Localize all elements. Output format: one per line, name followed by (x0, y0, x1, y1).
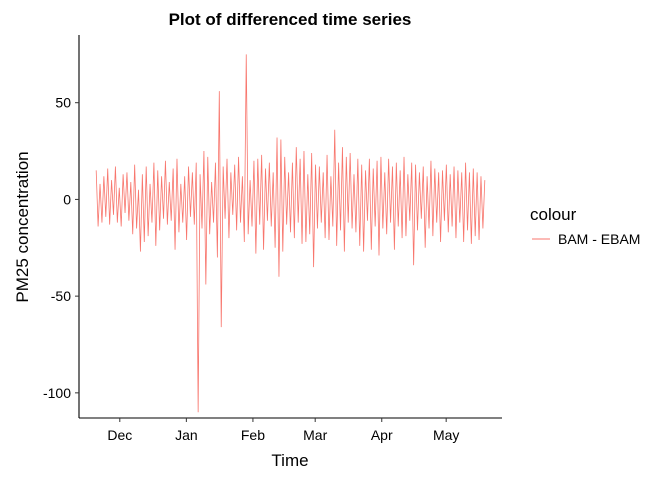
y-tick-label: -100 (43, 385, 71, 401)
y-tick-label: 50 (55, 95, 71, 111)
x-tick-label: Mar (303, 427, 327, 443)
y-tick-label: 0 (63, 191, 71, 207)
x-tick-label: Dec (107, 427, 132, 443)
x-tick-label: Apr (371, 427, 393, 443)
legend-label-bam-ebam: BAM - EBAM (558, 231, 640, 247)
chart-title: Plot of differenced time series (169, 10, 412, 29)
series-line-bam-ebam (95, 54, 486, 413)
legend-title: colour (530, 205, 577, 224)
x-tick-label: Jan (175, 427, 198, 443)
y-ticks: -100 -50 0 50 (43, 95, 79, 401)
legend: colour BAM - EBAM (530, 205, 640, 247)
y-axis-title: PM25 concentration (13, 151, 32, 302)
y-tick-label: -50 (51, 288, 71, 304)
x-ticks: Dec Jan Feb Mar Apr May (107, 418, 459, 443)
x-axis-title: Time (271, 451, 308, 470)
x-tick-label: May (433, 427, 459, 443)
x-tick-label: Feb (241, 427, 265, 443)
